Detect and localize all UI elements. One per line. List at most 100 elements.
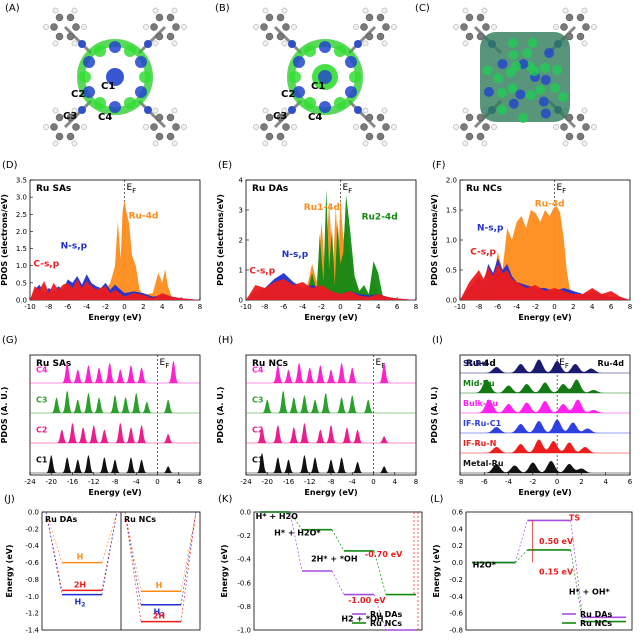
carbon-atom [155,32,164,41]
fermi-label: EF [160,358,170,370]
x-tick-label: -12 [88,478,99,486]
x-tick-label: -4 [505,478,513,486]
hydrogen-atom [562,140,569,147]
charge-lobe [334,96,346,109]
hydrogen-atom [481,7,488,14]
y-axis-label: PDOS (electrons/eV) [216,194,225,286]
hydrogen-atom [171,107,178,114]
carbon-atom [565,132,574,141]
carbon-atom [265,113,274,122]
charge-lobe [94,96,106,109]
hydrogen-atom [491,24,497,30]
charge-lobe [505,67,516,78]
carbon-atom [565,113,574,122]
y-axis-label: Energy (eV) [220,544,229,597]
carbon-atom [360,23,368,31]
nitrogen-atom [144,40,152,48]
atom-label: C2 [281,89,295,100]
series-label: Mid-Ru [463,379,495,388]
carbon-atom [50,123,58,131]
x-tick-label: 6 [179,303,184,311]
hydrogen-atom [462,7,469,14]
carbon-atom [376,113,385,122]
charge-lobe [535,84,546,95]
carbon-atom [460,23,468,31]
charge-lobe [319,41,331,53]
carbon-atom [465,113,474,122]
hydrogen-atom [581,40,588,47]
panel-tag: (E) [218,160,232,171]
fermi-label: EF [126,183,136,195]
series-label: Ru2-4d [362,213,398,223]
charge-lobe [540,108,551,119]
hydrogen-atom [71,7,78,14]
series-label: N-s,p [477,223,504,233]
hydrogen-atom [281,140,288,147]
x-tick-label: 0 [122,303,126,311]
connector [45,511,63,563]
spectrum-sf-ru [460,359,630,373]
carbon-atom [155,13,164,22]
carbon-atom [576,132,585,141]
charge-lobe [515,89,526,100]
series-label: C3 [36,396,47,405]
charge-lobe [483,86,494,97]
hydrogen-atom [52,107,59,114]
charge-lobe [496,104,507,115]
connector [514,520,528,563]
series-label: Ru-4d [535,199,565,209]
connector [570,520,584,618]
x-tick-label: 4 [603,478,608,486]
x-tick-label: -4 [299,303,307,311]
hydrogen-atom [453,24,459,30]
connector [331,570,345,595]
charge-lobe [109,41,121,53]
annotation: 0.15 eV [539,568,574,577]
y-tick-label: 4 [239,177,244,185]
carbon-atom [66,13,75,22]
chart-7: (K) 0.0 -0.2 -0.4 -0.6 -0.8 -1.0 Energy (eV) H* … [218,494,423,635]
spectrum-if-ru-n [460,439,630,453]
charge-lobe [552,64,563,75]
x-tick-label: -24 [24,478,36,486]
nitrogen-atom [288,40,296,48]
connector [101,511,118,595]
chart-0: (D) Ru SAs Energy (eV) PDOS (electrons/eV) -… [0,160,202,322]
carbon-atom [282,23,290,31]
fermi-label: EF [559,358,569,370]
hydrogen-atom [362,7,369,14]
carbon-atom [382,23,390,31]
x-tick-label: 4 [376,303,381,311]
series-label: Ru-4d [129,211,159,221]
y-axis-label: Energy (eV) [5,544,14,597]
hydrogen-atom [52,140,59,147]
hydrogen-atom [553,124,559,130]
x-tick-label: -16 [67,478,79,486]
carbon-atom [476,113,485,122]
hydrogen-atom [181,24,187,30]
carbon-atom [55,132,64,141]
carbon-atom [166,132,175,141]
hydrogen-atom [453,124,459,130]
series-label: IF-Ru-C1 [463,419,502,428]
hydrogen-atom [171,40,178,47]
hydrogen-atom [553,24,559,30]
y-tick-label: -0.8 [237,603,251,611]
series-label: C1 [36,456,48,465]
y-axis-label: PDOS (A. U.) [216,387,225,444]
charge-lobe [94,45,106,58]
y-tick-label: 3.0 [16,194,27,202]
charge-center-core [318,70,332,84]
nitrogen-atom [78,106,86,114]
spectrum-c1 [246,453,416,473]
spectrum-bulk-ru [460,399,630,413]
panel-tag: (J) [4,494,15,505]
chart-title: Ru SAs [36,359,71,369]
x-axis-label: Energy (eV) [304,313,357,322]
x-tick-label: -20 [46,478,57,486]
chart-title: Ru-4d [466,359,496,369]
level-label: 2H [74,580,86,589]
x-tick-label: -8 [261,303,268,311]
step-label: TS [569,513,580,522]
